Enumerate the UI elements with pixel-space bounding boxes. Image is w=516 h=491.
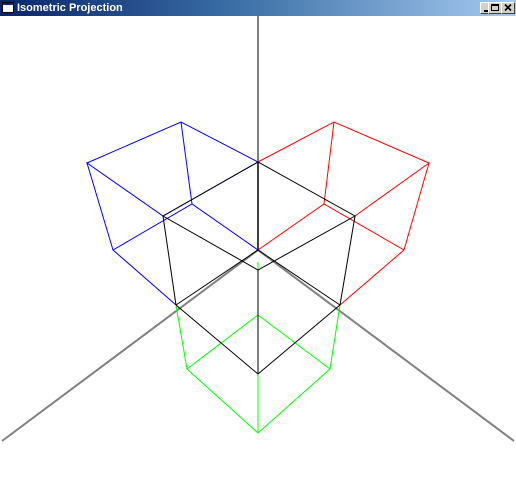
cube-right-edges — [257, 203, 405, 251]
cube-right-edges — [257, 121, 431, 217]
title-bar[interactable]: Isometric Projection — [0, 0, 516, 16]
cube-left — [86, 121, 260, 306]
cube-center-edges — [175, 304, 341, 375]
isometric-scene — [1, 16, 515, 442]
cube-left-edges — [86, 121, 260, 306]
window-title: Isometric Projection — [17, 2, 123, 14]
drawing-canvas — [0, 16, 516, 491]
close-button[interactable] — [501, 2, 515, 14]
cube-left-edge — [180, 121, 193, 205]
maximize-icon — [491, 4, 499, 11]
cube-right — [257, 121, 431, 306]
cube-left-edges — [112, 203, 259, 251]
cube-center-edge — [162, 215, 177, 306]
maximize-button[interactable] — [488, 2, 502, 14]
minimize-icon — [484, 10, 490, 12]
axis-left — [1, 249, 259, 442]
cube-center-edge — [339, 215, 356, 306]
cube-right-edges — [339, 162, 430, 306]
app-icon — [2, 2, 14, 13]
cube-right-edge — [323, 121, 335, 205]
axis-right — [257, 249, 515, 442]
close-icon — [504, 3, 512, 12]
cube-center — [161, 161, 357, 375]
